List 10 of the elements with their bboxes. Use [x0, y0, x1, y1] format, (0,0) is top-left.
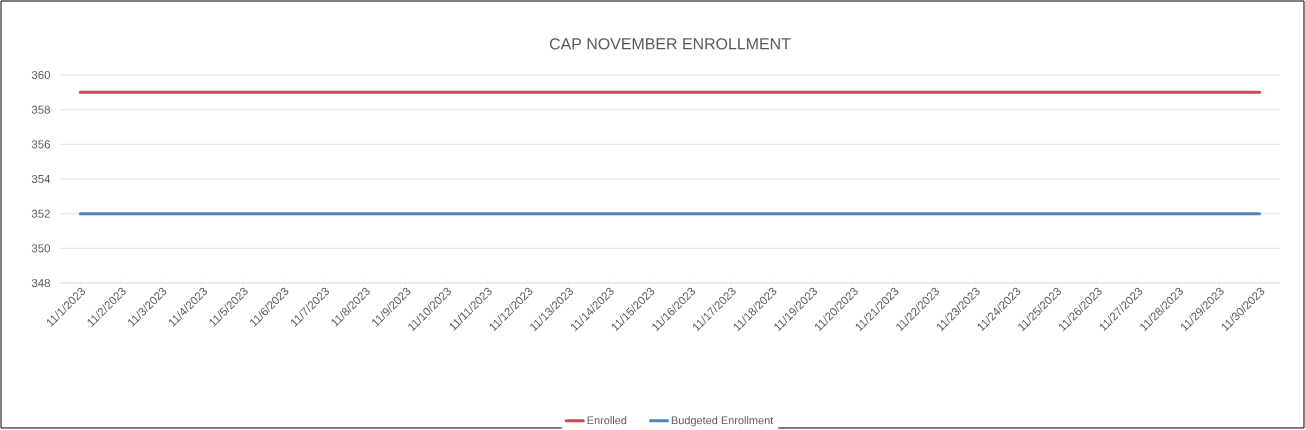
y-tick-label: 348	[31, 279, 50, 288]
y-tick-label: 354	[31, 175, 51, 184]
y-tick-label: 358	[31, 105, 50, 114]
y-tick-label: 356	[31, 140, 50, 149]
legend-label: Enrolled	[587, 416, 627, 425]
chart-title: CAP NOVEMBER ENROLLMENT	[549, 38, 791, 50]
legend-label: Budgeted Enrollment	[671, 416, 774, 427]
y-tick-label: 360	[31, 71, 51, 80]
y-tick-label: 350	[31, 244, 51, 253]
y-tick-label: 352	[31, 209, 50, 218]
